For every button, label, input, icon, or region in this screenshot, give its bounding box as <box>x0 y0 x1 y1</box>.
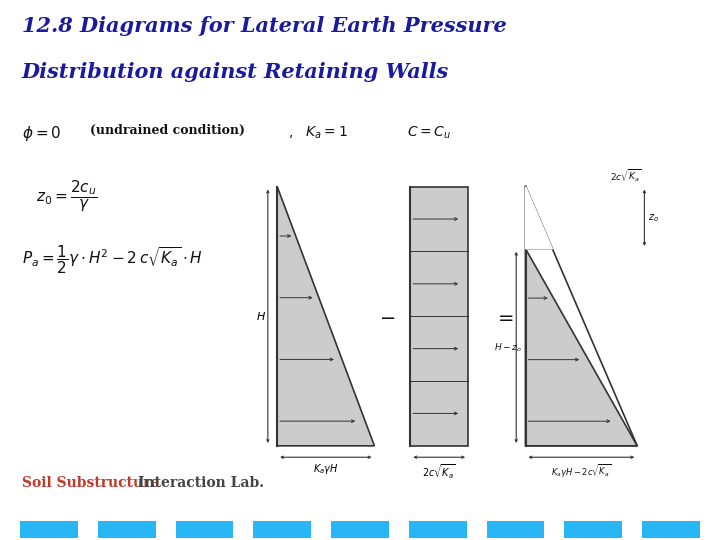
Bar <box>253 521 311 538</box>
Text: Distribution against Retaining Walls: Distribution against Retaining Walls <box>22 62 449 82</box>
Text: $\phi = 0$: $\phi = 0$ <box>22 124 61 144</box>
Text: $P_a = \dfrac{1}{2}\gamma \cdot H^2 - 2\,c\sqrt{K_a} \cdot H$: $P_a = \dfrac{1}{2}\gamma \cdot H^2 - 2\… <box>22 244 202 276</box>
Text: Interaction Lab.: Interaction Lab. <box>133 476 264 490</box>
Text: $K_a\gamma H$: $K_a\gamma H$ <box>313 462 338 476</box>
Text: (undrained condition): (undrained condition) <box>90 124 245 137</box>
Polygon shape <box>277 187 374 446</box>
Polygon shape <box>526 249 637 446</box>
Bar <box>409 521 467 538</box>
Bar <box>487 521 544 538</box>
Polygon shape <box>526 187 552 249</box>
Bar <box>642 521 700 538</box>
Text: $C = C_u$: $C = C_u$ <box>407 124 451 141</box>
Text: $2c\sqrt{K_a}$: $2c\sqrt{K_a}$ <box>610 167 641 184</box>
Text: 12.8 Diagrams for Lateral Earth Pressure: 12.8 Diagrams for Lateral Earth Pressure <box>22 16 506 36</box>
Bar <box>564 521 622 538</box>
Text: $-$: $-$ <box>379 307 395 326</box>
Text: $H-z_o$: $H-z_o$ <box>493 341 522 354</box>
Text: $2c\sqrt{K_a}$: $2c\sqrt{K_a}$ <box>423 462 456 481</box>
Text: $H$: $H$ <box>256 310 266 322</box>
Text: $=$: $=$ <box>494 307 514 326</box>
Bar <box>98 521 156 538</box>
Text: $z_o$: $z_o$ <box>648 212 659 224</box>
Bar <box>331 521 389 538</box>
Text: ,   $K_a = 1$: , $K_a = 1$ <box>288 124 348 141</box>
Bar <box>20 521 78 538</box>
Text: Soil Substructure: Soil Substructure <box>22 476 159 490</box>
Text: $z_0 = \dfrac{2c_u}{\gamma}$: $z_0 = \dfrac{2c_u}{\gamma}$ <box>36 179 97 214</box>
Bar <box>176 521 233 538</box>
Polygon shape <box>410 187 468 446</box>
Text: $K_a\gamma H - 2c\sqrt{K_a}$: $K_a\gamma H - 2c\sqrt{K_a}$ <box>552 462 611 480</box>
